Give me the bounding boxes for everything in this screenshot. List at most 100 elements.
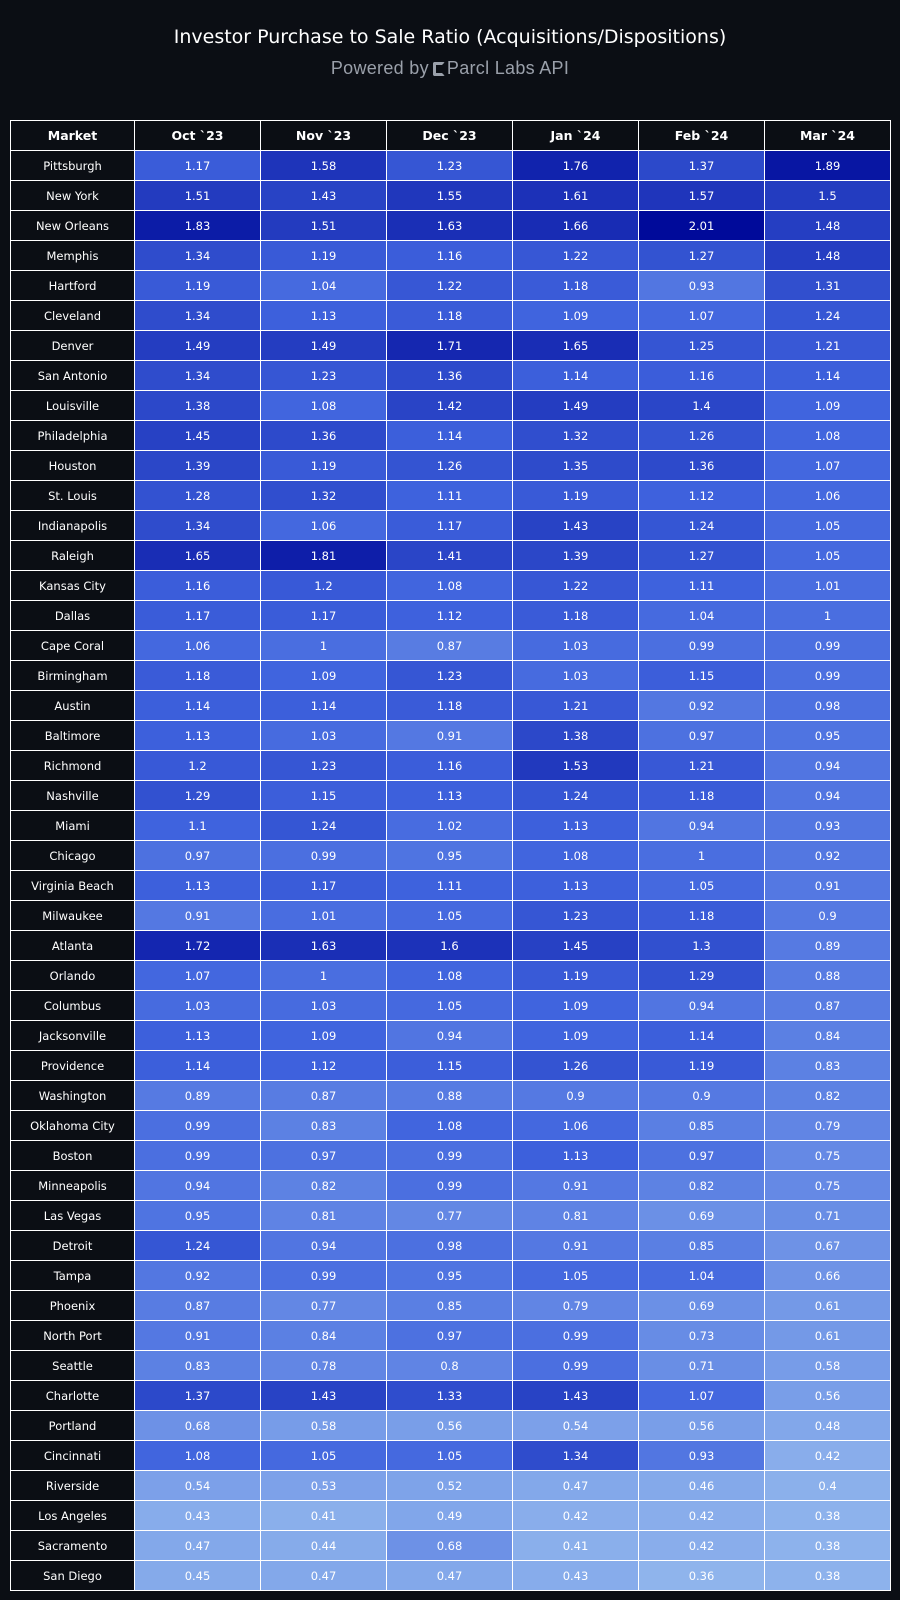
heatmap-cell: 0.91 bbox=[764, 870, 891, 901]
heatmap-cell: 0.85 bbox=[638, 1230, 765, 1261]
heatmap-cell: 1.21 bbox=[638, 750, 765, 781]
table-row: Cleveland 1.34 1.13 1.18 1.09 1.07 1.24 bbox=[10, 300, 891, 331]
heatmap-cell: 0.83 bbox=[260, 1110, 387, 1141]
heatmap-cell: 0.95 bbox=[386, 1260, 513, 1291]
heatmap-cell: 1.24 bbox=[764, 300, 891, 331]
heatmap-cell: 1.15 bbox=[260, 780, 387, 811]
table-row: Detroit 1.24 0.94 0.98 0.91 0.85 0.67 bbox=[10, 1230, 891, 1261]
heatmap-cell: 0.47 bbox=[386, 1560, 513, 1591]
heatmap-cell: 1.13 bbox=[512, 810, 639, 841]
header-row: Market Oct `23 Nov `23 Dec `23 Jan `24 Feb `… bbox=[10, 120, 891, 151]
column-header: Feb `24 bbox=[638, 120, 765, 151]
heatmap-cell: 0.83 bbox=[764, 1050, 891, 1081]
heatmap-cell: 0.87 bbox=[764, 990, 891, 1021]
heatmap-cell: 1.23 bbox=[386, 660, 513, 691]
heatmap-cell: 0.95 bbox=[134, 1200, 261, 1231]
table-row: New Orleans 1.83 1.51 1.63 1.66 2.01 1.48 bbox=[10, 210, 891, 241]
market-label: Nashville bbox=[10, 780, 135, 811]
heatmap-cell: 1.08 bbox=[260, 390, 387, 421]
heatmap-cell: 1.13 bbox=[134, 720, 261, 751]
heatmap-cell: 0.99 bbox=[764, 660, 891, 691]
heatmap-cell: 0.91 bbox=[134, 1320, 261, 1351]
heatmap-cell: 0.77 bbox=[260, 1290, 387, 1321]
heatmap-cell: 1 bbox=[638, 840, 765, 871]
heatmap-cell: 0.69 bbox=[638, 1290, 765, 1321]
heatmap-cell: 0.42 bbox=[638, 1530, 765, 1561]
heatmap-cell: 1.24 bbox=[134, 1230, 261, 1261]
table-row: Oklahoma City 0.99 0.83 1.08 1.06 0.85 0.79 bbox=[10, 1110, 891, 1141]
table-row: Raleigh 1.65 1.81 1.41 1.39 1.27 1.05 bbox=[10, 540, 891, 571]
market-label: Baltimore bbox=[10, 720, 135, 751]
heatmap-cell: 0.42 bbox=[764, 1440, 891, 1471]
market-label: Chicago bbox=[10, 840, 135, 871]
heatmap-cell: 0.99 bbox=[260, 1260, 387, 1291]
brand-text: Parcl Labs API bbox=[446, 58, 570, 78]
heatmap-cell: 0.91 bbox=[512, 1170, 639, 1201]
heatmap-cell: 1.08 bbox=[386, 570, 513, 601]
market-label: Los Angeles bbox=[10, 1500, 135, 1531]
heatmap-cell: 1.18 bbox=[512, 270, 639, 301]
heatmap-cell: 0.4 bbox=[764, 1470, 891, 1501]
heatmap-cell: 0.92 bbox=[134, 1260, 261, 1291]
market-label: Las Vegas bbox=[10, 1200, 135, 1231]
heatmap-cell: 1.39 bbox=[134, 450, 261, 481]
heatmap-cell: 1.55 bbox=[386, 180, 513, 211]
heatmap-cell: 0.89 bbox=[134, 1080, 261, 1111]
heatmap-cell: 0.58 bbox=[260, 1410, 387, 1441]
heatmap-cell: 1.19 bbox=[134, 270, 261, 301]
heatmap-cell: 1.09 bbox=[512, 1020, 639, 1051]
heatmap-cell: 1.11 bbox=[386, 480, 513, 511]
heatmap-cell: 1.17 bbox=[260, 870, 387, 901]
heatmap-cell: 0.95 bbox=[764, 720, 891, 751]
heatmap-cell: 1.5 bbox=[764, 180, 891, 211]
heatmap-cell: 0.38 bbox=[764, 1500, 891, 1531]
heatmap-cell: 1.02 bbox=[386, 810, 513, 841]
heatmap-cell: 0.87 bbox=[386, 630, 513, 661]
market-label: Cincinnati bbox=[10, 1440, 135, 1471]
heatmap-cell: 2.01 bbox=[638, 210, 765, 241]
heatmap-cell: 1.11 bbox=[638, 570, 765, 601]
heatmap-cell: 0.99 bbox=[638, 630, 765, 661]
market-label: Portland bbox=[10, 1410, 135, 1441]
heatmap-cell: 1.36 bbox=[638, 450, 765, 481]
heatmap-cell: 1.4 bbox=[638, 390, 765, 421]
heatmap-cell: 1.6 bbox=[386, 930, 513, 961]
market-label: Oklahoma City bbox=[10, 1110, 135, 1141]
chart-title: Investor Purchase to Sale Ratio (Acquisi… bbox=[173, 26, 727, 48]
heatmap-cell: 0.56 bbox=[386, 1410, 513, 1441]
market-label: Cape Coral bbox=[10, 630, 135, 661]
heatmap-cell: 0.78 bbox=[260, 1350, 387, 1381]
heatmap-cell: 1.17 bbox=[260, 600, 387, 631]
heatmap-cell: 1.13 bbox=[512, 1140, 639, 1171]
heatmap-cell: 1.13 bbox=[134, 870, 261, 901]
heatmap-cell: 0.98 bbox=[386, 1230, 513, 1261]
market-label: Austin bbox=[10, 690, 135, 721]
heatmap-cell: 0.9 bbox=[764, 900, 891, 931]
heatmap-cell: 1.15 bbox=[386, 1050, 513, 1081]
heatmap-cell: 1.14 bbox=[134, 690, 261, 721]
heatmap-cell: 1.34 bbox=[134, 300, 261, 331]
heatmap-cell: 0.44 bbox=[260, 1530, 387, 1561]
market-label: Orlando bbox=[10, 960, 135, 991]
heatmap-cell: 0.99 bbox=[386, 1140, 513, 1171]
heatmap-cell: 0.91 bbox=[134, 900, 261, 931]
heatmap-cell: 1.09 bbox=[260, 1020, 387, 1051]
heatmap-cell: 1.18 bbox=[638, 780, 765, 811]
heatmap-cell: 0.83 bbox=[134, 1350, 261, 1381]
heatmap-cell: 1.17 bbox=[134, 150, 261, 181]
heatmap-cell: 0.99 bbox=[134, 1110, 261, 1141]
table-row: Austin 1.14 1.14 1.18 1.21 0.92 0.98 bbox=[10, 690, 891, 721]
heatmap-cell: 1.14 bbox=[260, 690, 387, 721]
heatmap-cell: 0.43 bbox=[512, 1560, 639, 1591]
heatmap-cell: 0.36 bbox=[638, 1560, 765, 1591]
chart-header: Investor Purchase to Sale Ratio (Acquisi… bbox=[0, 0, 900, 120]
market-label: Seattle bbox=[10, 1350, 135, 1381]
heatmap-cell: 1.18 bbox=[512, 600, 639, 631]
heatmap-cell: 1.38 bbox=[512, 720, 639, 751]
market-label: Boston bbox=[10, 1140, 135, 1171]
table-row: New York 1.51 1.43 1.55 1.61 1.57 1.5 bbox=[10, 180, 891, 211]
table-row: Virginia Beach 1.13 1.17 1.11 1.13 1.05 0.91 bbox=[10, 870, 891, 901]
heatmap-cell: 1 bbox=[260, 960, 387, 991]
heatmap-cell: 0.85 bbox=[638, 1110, 765, 1141]
table-row: Birmingham 1.18 1.09 1.23 1.03 1.15 0.99 bbox=[10, 660, 891, 691]
